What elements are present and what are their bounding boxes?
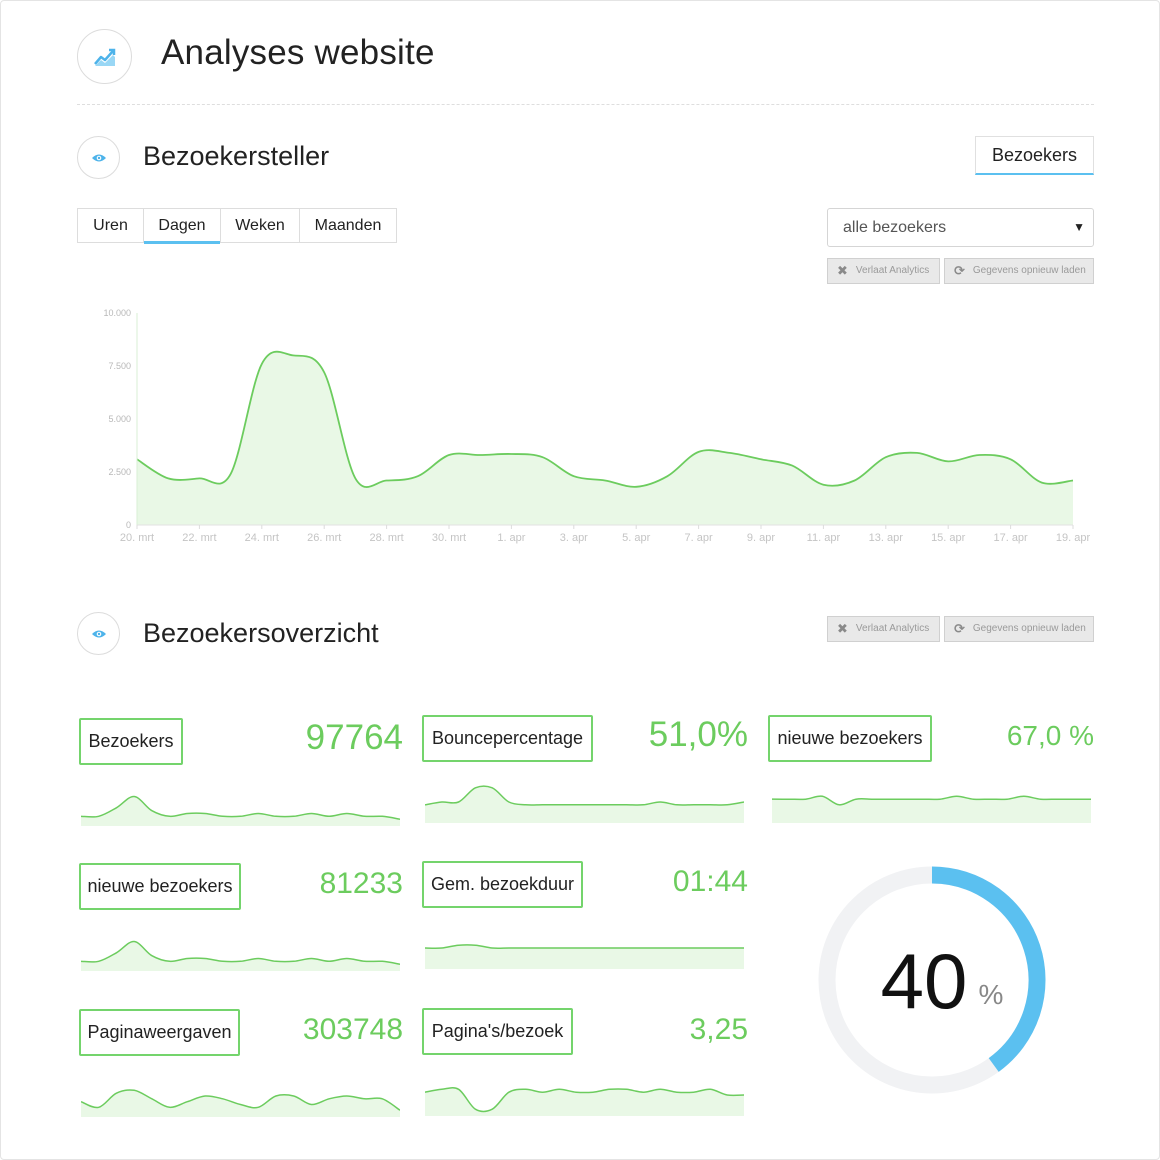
sparkline-line — [772, 795, 1091, 806]
metric-value: 303748 — [302, 1013, 403, 1046]
chart-trend-icon — [77, 29, 132, 84]
section-title-visitor-counter: Bezoekersteller — [143, 141, 330, 171]
sparkline — [81, 795, 400, 826]
visitor-filter-select[interactable]: alle bezoekers ▼ — [827, 208, 1094, 247]
sparkline — [425, 1086, 744, 1116]
x-tick-label: 22. mrt — [182, 532, 216, 544]
y-tick-label: 2.500 — [108, 467, 131, 477]
refresh-icon: ⟳ — [954, 263, 965, 278]
eye-icon — [77, 136, 120, 179]
period-uren[interactable]: Uren — [78, 209, 144, 242]
sparkline-line — [81, 795, 400, 820]
x-tick-label: 1. apr — [497, 532, 525, 544]
visitor-filter-value: alle bezoekers — [843, 219, 947, 236]
sparkline-line — [425, 1086, 744, 1113]
gauge-unit: % — [979, 979, 1004, 1010]
metric-value: 97764 — [305, 718, 403, 757]
header-divider — [77, 104, 1094, 105]
x-tick-label: 9. apr — [747, 532, 775, 544]
x-tick-label: 30. mrt — [432, 532, 466, 544]
x-tick-label: 11. apr — [807, 532, 841, 544]
sparkline — [772, 795, 1091, 823]
y-tick-label: 0 — [126, 520, 131, 530]
gauge-arc — [931, 866, 1046, 1072]
close-icon: ✖ — [837, 263, 848, 278]
sparkline-area — [81, 941, 400, 971]
caret-down-icon: ▼ — [1073, 220, 1085, 234]
x-tick-label: 5. apr — [622, 532, 650, 544]
metric-value: 81233 — [319, 867, 403, 900]
x-tick-label: 17. apr — [993, 532, 1028, 544]
x-tick-label: 7. apr — [685, 532, 713, 544]
close-icon: ✖ — [837, 621, 848, 636]
series-area — [137, 351, 1073, 525]
sparkline-area — [81, 1089, 400, 1117]
leave-analytics-button[interactable]: ✖ Verlaat Analytics — [827, 616, 940, 642]
visitors-chart: 0 2.500 5.000 7.500 10.000 20. mrt 22. mrt 24. … — [103, 308, 1091, 544]
metric-label: Gem. bezoekduur — [422, 861, 583, 908]
tab-bezoekers[interactable]: Bezoekers — [975, 136, 1094, 175]
metric-value: 01:44 — [672, 865, 748, 898]
reload-data-label: Gegevens opnieuw laden — [972, 623, 1086, 634]
sparkline-area — [425, 1087, 744, 1116]
sparkline-area — [425, 944, 744, 969]
sparkline — [425, 785, 744, 823]
refresh-icon: ⟳ — [954, 621, 965, 636]
x-tick-label: 20. mrt — [120, 532, 154, 544]
section-title-overview: Bezoekersoverzicht — [143, 618, 379, 648]
metric-label: Bezoekers — [79, 718, 183, 765]
x-tick-label: 15. apr — [931, 532, 966, 544]
reload-data-button[interactable]: ⟳ Gegevens opnieuw laden — [944, 258, 1094, 284]
metric-label: nieuwe bezoekers — [768, 715, 932, 762]
leave-analytics-label: Verlaat Analytics — [855, 623, 930, 634]
metric-label: Bouncepercentage — [422, 715, 593, 762]
sparkline-line — [81, 940, 400, 965]
metric-value: 67,0 % — [1006, 720, 1094, 751]
period-weken[interactable]: Weken — [221, 209, 300, 242]
gauge-value: 40 — [881, 937, 968, 1025]
page-title: Analyses website — [161, 33, 435, 72]
y-tick-label: 5.000 — [108, 414, 131, 424]
sparkline — [81, 940, 400, 971]
x-tick-label: 13. apr — [869, 532, 904, 544]
sparkline — [81, 1089, 400, 1117]
series-line — [136, 350, 1074, 488]
y-tick-label: 7.500 — [108, 361, 131, 371]
metric-label: nieuwe bezoekers — [79, 863, 241, 910]
metric-label: Paginaweergaven — [79, 1009, 240, 1056]
reload-data-button[interactable]: ⟳ Gegevens opnieuw laden — [944, 616, 1094, 642]
metric-label: Pagina's/bezoek — [422, 1008, 573, 1055]
sparkline-area — [425, 786, 744, 823]
sparkline-line — [425, 944, 744, 949]
sparkline — [425, 944, 744, 969]
x-tick-label: 26. mrt — [307, 532, 341, 544]
leave-analytics-label: Verlaat Analytics — [855, 265, 930, 276]
period-maanden[interactable]: Maanden — [300, 209, 396, 242]
period-dagen[interactable]: Dagen — [144, 209, 221, 244]
leave-analytics-button[interactable]: ✖ Verlaat Analytics — [827, 258, 940, 284]
y-tick-label: 10.000 — [103, 308, 131, 318]
x-tick-label: 3. apr — [560, 532, 588, 544]
x-tick-label: 19. apr — [1056, 532, 1091, 544]
eye-icon — [77, 612, 120, 655]
x-tick-label: 24. mrt — [245, 532, 279, 544]
sparkline-line — [425, 785, 744, 806]
metric-value: 51,0% — [648, 715, 748, 754]
sparkline-line — [81, 1089, 400, 1111]
percentage-gauge: 40% — [818, 866, 1046, 1094]
metric-value: 3,25 — [689, 1013, 748, 1046]
reload-data-label: Gegevens opnieuw laden — [972, 265, 1086, 276]
sparkline-area — [772, 796, 1091, 823]
x-tick-label: 28. mrt — [369, 532, 403, 544]
period-selector: Uren Dagen Weken Maanden — [77, 208, 397, 244]
sparkline-area — [81, 796, 400, 826]
